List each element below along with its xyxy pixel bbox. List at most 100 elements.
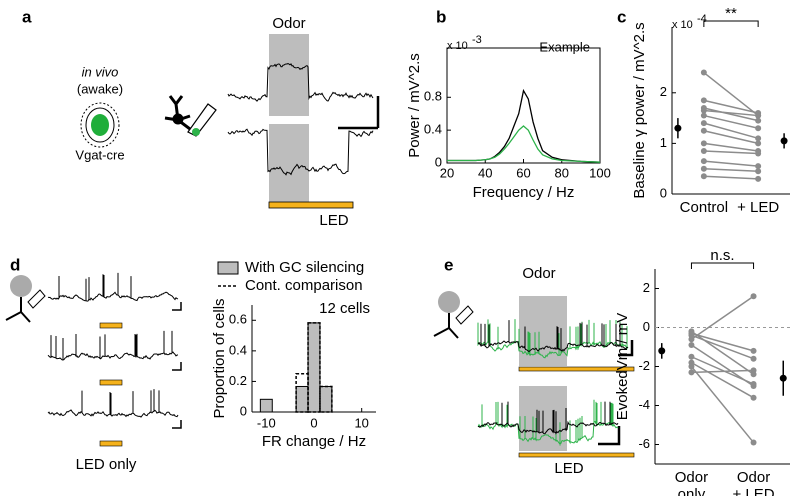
dot — [700, 97, 707, 104]
condition-label: in vivo — [82, 64, 119, 79]
trace — [47, 389, 179, 418]
mean-dot — [658, 347, 666, 355]
y-tick-label: 0.8 — [424, 89, 442, 104]
dot — [755, 150, 762, 157]
y-tick-label: 0.6 — [229, 312, 247, 327]
x-tick-label: Odor only — [675, 469, 708, 496]
pair-line — [691, 332, 754, 352]
pair-line — [703, 142, 759, 152]
mean-dot — [779, 374, 787, 382]
dot — [700, 173, 707, 180]
significance-label: n.s. — [710, 247, 734, 264]
x-tick-label: Control — [680, 199, 728, 216]
panel-label: a — [22, 7, 32, 26]
x-tick-label: 10 — [354, 415, 368, 430]
pair-line — [703, 109, 759, 117]
stimulus-label: Odor — [272, 15, 305, 32]
state-label: (awake) — [77, 81, 123, 96]
x-tick-label: 20 — [440, 165, 454, 180]
pair-line — [703, 130, 759, 145]
dot — [750, 439, 757, 446]
panel-label: d — [10, 255, 20, 274]
panel-label: e — [444, 255, 453, 274]
mean-dot — [674, 124, 682, 132]
significance-label: ** — [725, 5, 737, 22]
panel-label: c — [617, 7, 626, 26]
stimulus-label: LED — [319, 212, 348, 229]
y-tick-label: 0.4 — [424, 122, 442, 137]
legend-label: With GC silencing — [245, 259, 364, 276]
bar — [259, 398, 273, 413]
dot — [750, 394, 757, 401]
strain-label: Vgat-cre — [75, 147, 124, 162]
bulb-icon — [80, 102, 120, 148]
trace — [227, 128, 374, 176]
scale-bar — [338, 96, 380, 130]
pair-line — [703, 167, 759, 172]
bar — [319, 385, 333, 413]
pair-line — [691, 334, 754, 360]
dot — [700, 147, 707, 154]
y-tick-label: 0 — [643, 319, 650, 334]
y-axis-label: Baseline γ power / mV^2.s — [631, 22, 648, 198]
pair-line — [691, 295, 754, 340]
led-bar — [518, 452, 635, 458]
y-tick-label: -6 — [638, 436, 650, 451]
y-scale-exponent: -3 — [472, 34, 482, 46]
trace — [477, 401, 619, 435]
stimulus-label: LED — [554, 460, 583, 477]
dot — [755, 112, 762, 119]
dot — [750, 347, 757, 354]
led-bar — [268, 201, 354, 209]
mean-dot — [780, 137, 788, 145]
x-tick-label: 40 — [478, 165, 492, 180]
dot — [688, 342, 695, 349]
dot — [755, 168, 762, 175]
pair-line — [703, 114, 759, 129]
x-tick-label: -10 — [257, 415, 276, 430]
y-tick-label: -4 — [638, 397, 650, 412]
dot — [700, 140, 707, 147]
y-tick-label: 0 — [240, 403, 247, 418]
dot — [755, 140, 762, 147]
trace — [47, 272, 179, 302]
dot — [755, 117, 762, 124]
chart-title: Example — [539, 39, 590, 54]
dot — [750, 293, 757, 300]
x-tick-label: 100 — [589, 165, 611, 180]
dot — [750, 355, 757, 362]
dot — [688, 353, 695, 360]
trace — [47, 330, 179, 361]
odor-window — [269, 34, 309, 116]
led-bar — [99, 322, 123, 329]
y-tick-label: 0 — [660, 185, 667, 200]
y-axis-label: EvokedVm / mV — [614, 313, 631, 421]
pair-line — [703, 122, 759, 140]
significance-bracket — [703, 20, 759, 27]
y-tick-label: 0.4 — [229, 342, 247, 357]
y-scale-label: x 10 — [447, 40, 468, 52]
y-axis-label: Power / mV^2.s — [406, 53, 423, 158]
pair-line — [691, 369, 754, 374]
x-tick-label: + LED — [737, 199, 779, 216]
dot — [700, 158, 707, 165]
trace — [227, 63, 374, 102]
y-tick-label: 1 — [660, 135, 667, 150]
led-bar — [99, 379, 123, 386]
annotation: 12 cells — [319, 300, 370, 317]
y-tick-label: 0 — [435, 154, 442, 169]
y-axis-label: Proportion of cells — [211, 298, 228, 418]
dot — [688, 369, 695, 376]
x-tick-label: 0 — [310, 415, 317, 430]
bar — [307, 322, 321, 413]
pair-line — [703, 71, 759, 117]
dot — [750, 367, 757, 374]
scale-bar — [598, 340, 634, 446]
panel-label: b — [436, 7, 446, 26]
cell-icon — [5, 275, 46, 323]
x-tick-label: 60 — [516, 165, 530, 180]
dot — [700, 69, 707, 76]
pair-line — [691, 361, 754, 399]
bar — [295, 385, 309, 413]
dot — [755, 163, 762, 170]
